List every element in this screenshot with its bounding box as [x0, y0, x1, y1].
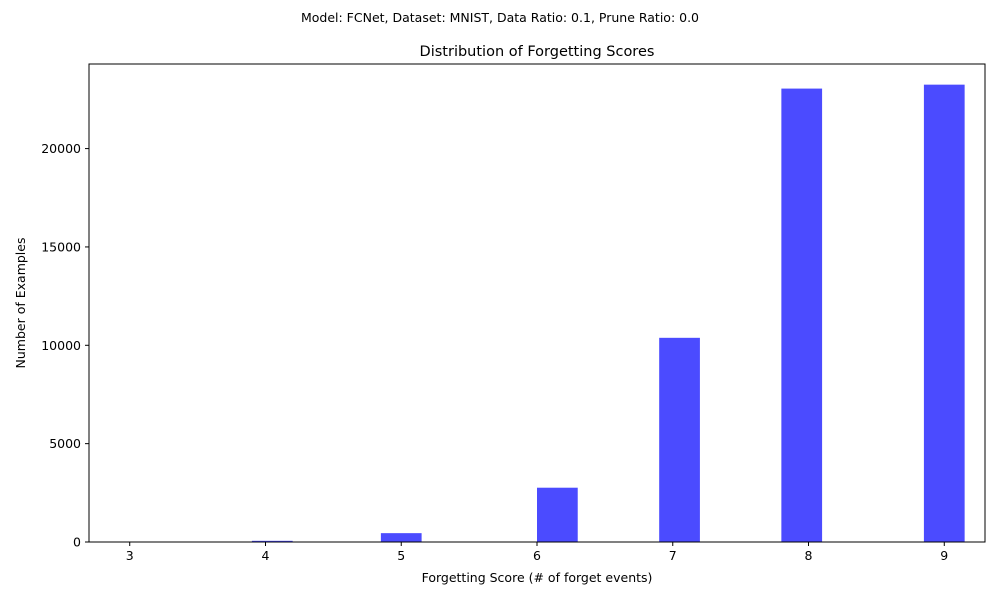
y-axis-label: Number of Examples: [13, 238, 28, 369]
y-tick-label: 0: [73, 535, 81, 550]
plot-frame: [88, 63, 986, 543]
x-tick-label: 8: [805, 548, 813, 563]
y-tick-label: 20000: [41, 141, 81, 156]
x-tick-label: 9: [940, 548, 948, 563]
x-axis-ticks: 3 4 5 6 7 8 9: [126, 542, 948, 563]
bar-6.15: [537, 487, 578, 542]
chart-title: Distribution of Forgetting Scores: [420, 44, 655, 60]
x-tick-label: 6: [533, 548, 541, 563]
bar-4.05: [251, 540, 293, 542]
bar-7.05: [659, 337, 700, 542]
y-tick-label: 10000: [41, 338, 81, 353]
y-axis-ticks: 0 5000 10000 15000 20000: [41, 141, 89, 550]
x-tick-label: 4: [262, 548, 270, 563]
y-tick-label: 15000: [41, 239, 81, 254]
x-tick-label: 7: [669, 548, 677, 563]
bar-9: [923, 84, 965, 542]
bar-7.95: [781, 88, 823, 543]
bars-group: [251, 84, 965, 543]
x-tick-label: 5: [397, 548, 405, 563]
y-tick-label: 5000: [49, 436, 81, 451]
bar-5: [380, 533, 422, 542]
x-tick-label: 3: [126, 548, 134, 563]
figure-suptitle: Model: FCNet, Dataset: MNIST, Data Ratio…: [300, 10, 700, 25]
x-axis-label: Forgetting Score (# of forget events): [422, 570, 653, 585]
